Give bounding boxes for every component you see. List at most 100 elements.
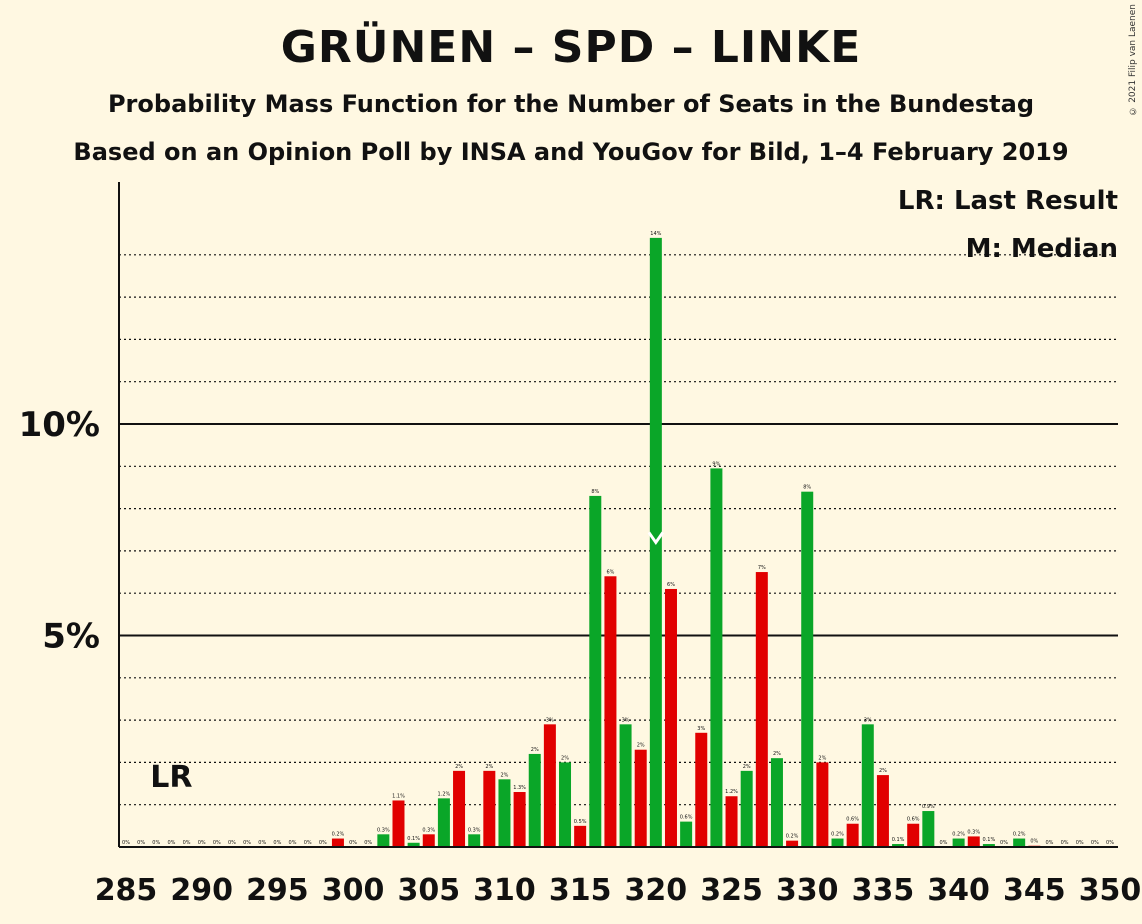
bar-value-label: 1.2%	[725, 789, 738, 795]
bar-value-label: 2%	[455, 764, 463, 770]
bar-seat-311	[513, 792, 526, 847]
bar-value-label: 0.6%	[846, 817, 859, 823]
x-tick-label: 295	[246, 873, 309, 908]
x-tick-label: 330	[776, 873, 839, 908]
bar-seat-333	[846, 823, 859, 847]
bar-value-label: 0.1%	[983, 837, 996, 843]
bar-value-label: 6%	[606, 569, 614, 575]
bar-seat-335	[876, 775, 889, 847]
bar-value-label: 0%	[122, 840, 130, 846]
bar-seat-338	[922, 811, 935, 847]
bar-value-label: 1.3%	[513, 785, 526, 791]
bar-seat-341	[967, 836, 980, 847]
bar-seat-329	[786, 840, 799, 847]
bar-seat-308	[468, 834, 481, 847]
bar-seat-305	[422, 834, 435, 847]
bar-value-label: 2%	[531, 747, 539, 753]
bar-value-label: 0%	[1030, 839, 1038, 845]
bar-value-label: 0.9%	[922, 804, 935, 810]
bar-value-label: 0.5%	[574, 819, 587, 825]
bar-seat-330	[801, 491, 814, 847]
x-tick-label: 345	[1003, 873, 1066, 908]
bar-value-label: 0.6%	[907, 817, 920, 823]
bar-seat-313	[543, 724, 556, 847]
bar-seat-344	[1013, 838, 1026, 847]
bar-value-label: 0%	[228, 840, 236, 846]
chart-title: GRÜNEN – SPD – LINKE	[280, 22, 862, 73]
bar-value-label: 0%	[1091, 840, 1099, 846]
bar-value-label: 0%	[1000, 840, 1008, 846]
bar-seat-332	[831, 838, 844, 847]
bar-value-label: 0%	[152, 840, 160, 846]
axes: 5% 10% 285 290 295 300 305 310 315 320 325 330 335 34…	[19, 182, 1141, 908]
x-tick-label: 315	[549, 873, 612, 908]
bar-value-label: 0%	[289, 840, 297, 846]
bar-value-label: 2%	[743, 764, 751, 770]
bar-value-label: 3%	[697, 726, 705, 732]
bar-value-label: 14%	[650, 231, 661, 237]
bar-seat-314	[559, 762, 572, 847]
bar-value-label: 0.3%	[422, 827, 435, 833]
bar-value-label: 3%	[546, 717, 554, 723]
bar-seat-317	[604, 576, 617, 847]
bar-value-label: 0%	[1061, 840, 1069, 846]
bar-value-label: 0.3%	[377, 827, 390, 833]
legend-median: M: Median	[966, 234, 1118, 264]
gridlines	[119, 254, 1118, 806]
y-tick-label: 5%	[42, 617, 100, 657]
bar-seat-309	[483, 770, 496, 847]
bar-value-label: 0%	[1106, 840, 1114, 846]
bar-value-label: 2%	[637, 743, 645, 749]
bar-value-label: 0.2%	[332, 832, 345, 838]
bar-value-label: 0%	[273, 840, 281, 846]
bar-value-label: 0%	[319, 840, 327, 846]
bar-value-label: 8%	[803, 485, 811, 491]
x-tick-label: 310	[473, 873, 536, 908]
bar-seat-303	[392, 800, 405, 847]
bar-value-label: 0%	[1045, 840, 1053, 846]
bar-value-label: 6%	[667, 582, 675, 588]
bar-seat-323	[695, 732, 708, 847]
bar-seat-306	[437, 798, 450, 847]
bar-value-label: 0.6%	[680, 815, 693, 821]
bar-seat-337	[907, 823, 920, 847]
bar-value-label: 3%	[622, 717, 630, 723]
bar-seat-325	[725, 796, 738, 847]
bar-seat-304	[407, 842, 420, 847]
bar-seat-328	[770, 758, 783, 847]
bar-seat-327	[755, 572, 768, 847]
bar-value-label: 8%	[591, 489, 599, 495]
x-tick-label: 325	[700, 873, 763, 908]
bar-value-label: 9%	[712, 461, 720, 467]
x-tick-label: 320	[625, 873, 688, 908]
bar-seat-316	[589, 495, 602, 847]
bar-value-label: 0%	[364, 840, 372, 846]
bar-value-label: 7%	[758, 565, 766, 571]
bar-value-labels: 0% 0% 0% 0% 0% 0% 0% 0% 0% 0% 0% 0% 0% 0% 0.2% 0% 0% 0.3%…	[122, 231, 1114, 846]
bar-series	[331, 237, 1041, 847]
bar-seat-299	[331, 838, 344, 847]
bar-value-label: 0%	[243, 840, 251, 846]
bar-value-label: 0%	[213, 840, 221, 846]
bar-value-label: 0%	[349, 840, 357, 846]
bar-value-label: 2%	[818, 755, 826, 761]
bar-value-label: 0%	[137, 840, 145, 846]
bar-seat-321	[664, 588, 677, 847]
bar-seat-318	[619, 724, 632, 847]
bar-value-label: 0.1%	[407, 836, 420, 842]
median-marker	[647, 531, 665, 546]
x-tick-label: 335	[852, 873, 915, 908]
bar-value-label: 0%	[304, 840, 312, 846]
bar-value-label: 0.3%	[468, 827, 481, 833]
bar-value-label: 0.2%	[952, 832, 965, 838]
bar-value-label: 3%	[864, 717, 872, 723]
bar-value-label: 0%	[167, 840, 175, 846]
bar-value-label: 1.1%	[392, 793, 405, 799]
x-tick-label: 305	[397, 873, 460, 908]
legend-last-result: LR: Last Result	[898, 186, 1118, 216]
bar-value-label: 0%	[940, 840, 948, 846]
bar-seat-331	[816, 762, 829, 847]
bar-value-label: 0.1%	[892, 837, 905, 843]
bar-seat-324	[710, 468, 723, 847]
